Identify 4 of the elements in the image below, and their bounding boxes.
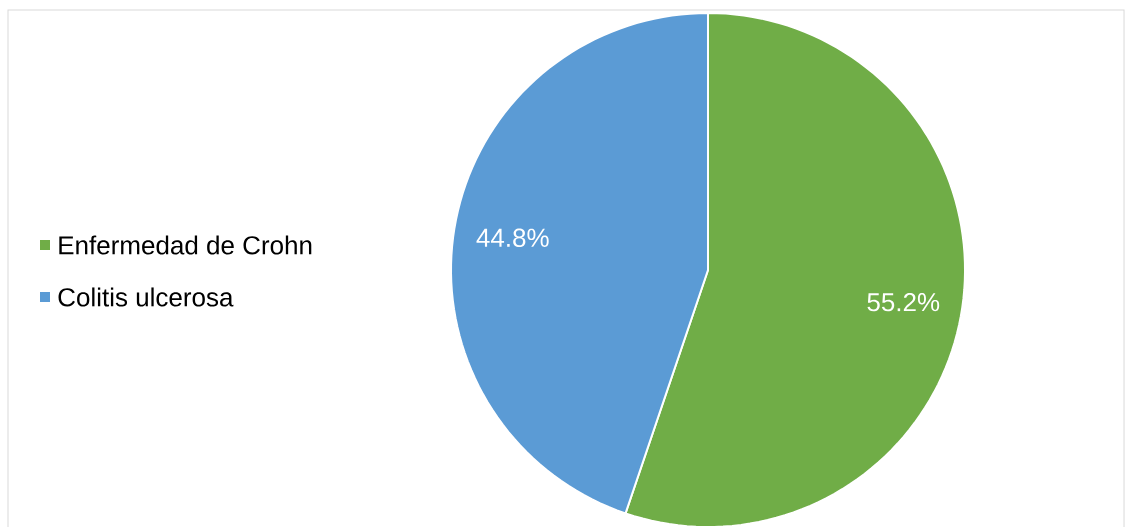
data-label: 44.8%: [476, 228, 549, 248]
legend-label: Enfermedad de Crohn: [59, 235, 312, 255]
data-label: 55.2%: [867, 292, 940, 312]
legend-label: Colitis ulcerosa: [58, 287, 234, 307]
